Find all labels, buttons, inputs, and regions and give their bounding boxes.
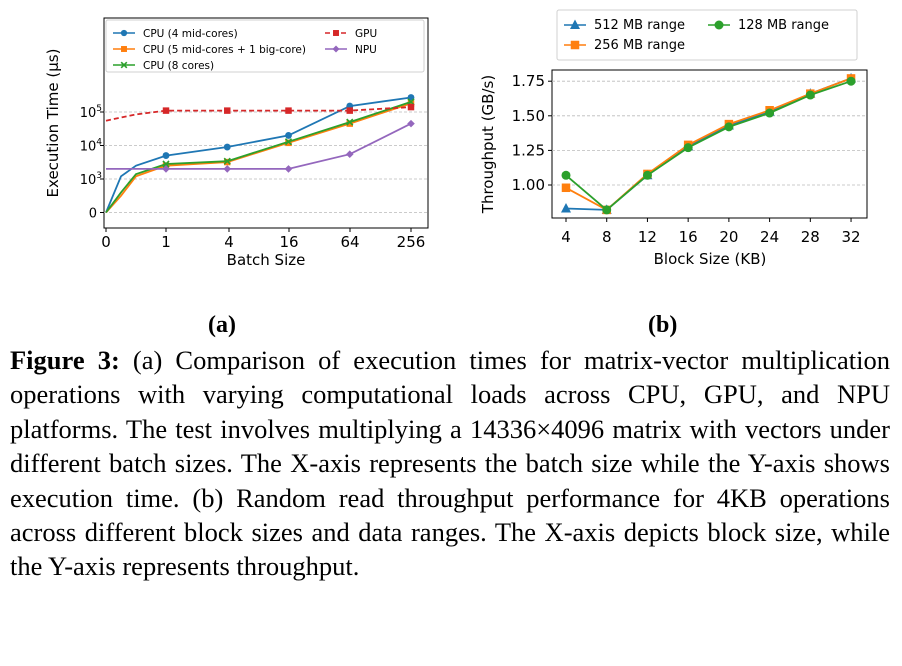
x-tick-label-b: 24 bbox=[760, 228, 779, 246]
legend-label-a-4: NPU bbox=[355, 44, 377, 56]
data-point-b-2 bbox=[602, 205, 612, 215]
y-tick-label-b: 1.00 bbox=[512, 176, 545, 194]
legend-marker-a-0 bbox=[120, 29, 128, 37]
data-point-a-4 bbox=[162, 165, 170, 173]
data-point-a-2 bbox=[223, 157, 231, 165]
data-point-a-3 bbox=[162, 107, 170, 114]
series-line-b-2 bbox=[565, 80, 852, 212]
y-tick-label-base: 10 bbox=[80, 140, 97, 155]
x-tick-label-b: 28 bbox=[801, 228, 820, 246]
plot-frame-a bbox=[103, 17, 429, 229]
legend-marker-b-2 bbox=[714, 20, 724, 30]
data-point-b-0 bbox=[561, 203, 571, 213]
legend-marker-a-2 bbox=[120, 61, 128, 69]
chart-b: 1.00 1.25 1.50 1.75 4 8 12 16 20 24 28 32 Block Size… bbox=[479, 9, 868, 268]
data-point-a-4 bbox=[223, 165, 232, 173]
y-tick-label-a: 104 bbox=[80, 138, 103, 155]
data-point-a-2-stroke bbox=[223, 157, 231, 165]
y-tick-label-a: 0 bbox=[89, 207, 97, 222]
y-tick-label-b: 1.75 bbox=[512, 72, 545, 90]
data-point-a-4 bbox=[345, 150, 354, 158]
y-axis-label-a: Execution Time (μs) bbox=[44, 49, 62, 198]
data-point-a-3 bbox=[224, 107, 231, 114]
y-tick-label-base: 0 bbox=[89, 207, 97, 222]
x-tick-label-b: 4 bbox=[561, 228, 571, 246]
legend-marker-b-1 bbox=[570, 40, 580, 50]
data-point-b-2 bbox=[561, 170, 571, 180]
plot-frame-b bbox=[551, 69, 868, 219]
x-axis-label-b: Block Size (KB) bbox=[654, 250, 767, 268]
legend-box-b bbox=[556, 9, 858, 61]
x-tick-label-b: 16 bbox=[679, 228, 698, 246]
legend-label-b-2: 128 MB range bbox=[738, 18, 829, 33]
series-line-a-2 bbox=[105, 101, 412, 214]
legend-label-a-2: CPU (8 cores) bbox=[143, 60, 214, 72]
y-tick-label-base: 10 bbox=[80, 106, 97, 121]
x-tick-label-a: 4 bbox=[224, 233, 234, 251]
legend-label-b-0: 512 MB range bbox=[594, 18, 685, 33]
data-point-b-2 bbox=[765, 108, 775, 118]
data-point-a-2 bbox=[346, 118, 354, 126]
data-point-a-4 bbox=[407, 119, 415, 128]
y-tick-label-exponent: 3 bbox=[96, 171, 102, 181]
subfigure-label-a: (a) bbox=[208, 312, 236, 338]
y-axis-label-b: Throughput (GB/s) bbox=[479, 75, 497, 214]
legend-label-a-3: GPU bbox=[355, 28, 377, 40]
data-point-a-1 bbox=[285, 139, 292, 147]
data-point-b-1 bbox=[561, 183, 571, 193]
caption-label: Figure 3: bbox=[10, 345, 120, 375]
series-line-a-4 bbox=[106, 122, 412, 170]
data-point-a-0 bbox=[285, 131, 292, 139]
y-tick-label-exponent: 4 bbox=[96, 138, 102, 148]
x-tick-label-a: 16 bbox=[279, 233, 298, 251]
data-point-a-2-stroke bbox=[284, 138, 293, 146]
series-line-a-1 bbox=[105, 102, 412, 214]
legend-marker-b-0 bbox=[570, 19, 580, 29]
data-point-a-1 bbox=[407, 100, 415, 107]
legend-marker-a-2-stroke bbox=[120, 61, 128, 69]
data-point-b-2 bbox=[805, 90, 815, 100]
figure-caption: Figure 3: (a) Comparison of execution ti… bbox=[10, 343, 890, 584]
data-point-b-2 bbox=[683, 143, 693, 153]
data-point-a-4 bbox=[284, 165, 293, 173]
legend-label-b-1: 256 MB range bbox=[594, 38, 685, 53]
x-tick-label-b: 20 bbox=[719, 228, 738, 246]
legend-label-a-1: CPU (5 mid-cores + 1 big-core) bbox=[143, 44, 306, 56]
data-point-b-2 bbox=[642, 170, 652, 180]
y-tick-label-b: 1.25 bbox=[512, 141, 545, 159]
data-point-a-1 bbox=[346, 120, 353, 127]
legend-marker-a-4 bbox=[332, 45, 340, 53]
y-tick-label-a: 103 bbox=[80, 171, 102, 188]
legend-label-a-0: CPU (4 mid-cores) bbox=[143, 28, 238, 40]
data-point-a-2-stroke bbox=[346, 118, 354, 126]
y-tick-label-a: 105 bbox=[80, 104, 102, 121]
x-tick-label-a: 256 bbox=[397, 233, 426, 251]
legend-marker-a-3 bbox=[333, 30, 339, 36]
data-point-a-2 bbox=[284, 138, 293, 146]
x-tick-label-b: 32 bbox=[841, 228, 860, 246]
subfigure-label-b: (b) bbox=[648, 312, 678, 338]
data-point-a-2-stroke bbox=[162, 160, 170, 168]
data-point-a-2 bbox=[162, 160, 170, 168]
y-tick-label-exponent: 5 bbox=[96, 104, 102, 114]
legend-marker-a-1 bbox=[121, 46, 127, 52]
x-tick-label-a: 64 bbox=[340, 233, 359, 251]
data-point-a-0 bbox=[162, 152, 170, 160]
x-tick-label-b: 12 bbox=[638, 228, 657, 246]
data-point-a-0 bbox=[223, 143, 231, 151]
y-tick-label-b: 1.50 bbox=[512, 107, 545, 125]
x-tick-label-a: 0 bbox=[101, 233, 111, 251]
x-tick-label-b: 8 bbox=[602, 228, 612, 246]
caption-text: (a) Comparison of execution times for ma… bbox=[10, 345, 890, 582]
data-point-b-2 bbox=[846, 76, 856, 86]
data-point-a-3 bbox=[285, 107, 292, 114]
y-tick-label-base: 10 bbox=[80, 173, 97, 188]
data-point-b-2 bbox=[724, 122, 734, 132]
x-tick-label-a: 1 bbox=[161, 233, 171, 251]
x-axis-label-a: Batch Size bbox=[227, 251, 306, 269]
data-point-a-3 bbox=[346, 107, 353, 114]
data-point-a-3 bbox=[407, 103, 415, 111]
